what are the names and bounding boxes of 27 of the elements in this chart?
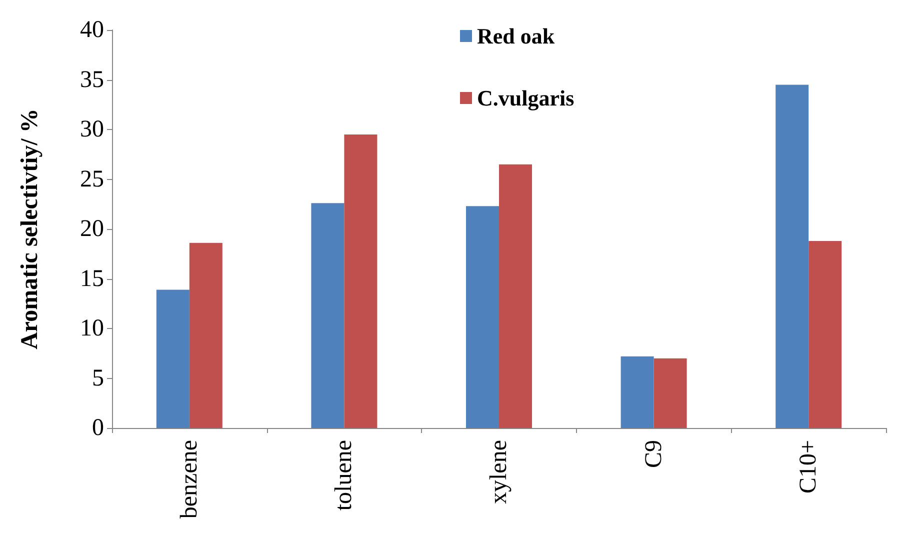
bar <box>156 290 190 428</box>
bar <box>808 240 842 428</box>
bar <box>311 203 344 428</box>
y-tick-label: 0 <box>92 415 104 441</box>
y-tick-label: 30 <box>80 116 104 142</box>
bar <box>466 206 499 428</box>
bar <box>654 358 687 428</box>
x-tick-label: C9 <box>640 440 667 468</box>
legend-label: C.vulgaris <box>477 86 575 110</box>
y-tick-label: 25 <box>80 166 104 192</box>
y-tick-label: 15 <box>80 266 104 292</box>
y-tick-label: 35 <box>80 66 104 93</box>
x-tick-label: C10+ <box>796 440 822 494</box>
x-tick-label: toluene <box>331 440 358 511</box>
y-tick-label: 10 <box>80 316 104 342</box>
x-tick-label: xylene <box>486 440 512 504</box>
x-tick-label: benzene <box>176 440 202 519</box>
bar <box>776 84 809 428</box>
y-axis-title: Aromatic selectivtiy/ % <box>17 108 43 350</box>
y-tick-label: 40 <box>80 17 104 43</box>
y-tick-label: 5 <box>92 365 104 392</box>
bar <box>620 356 654 428</box>
bar <box>344 134 378 428</box>
bar <box>189 242 222 428</box>
bar <box>499 164 532 428</box>
y-tick-label: 20 <box>80 216 104 242</box>
legend-label: Red oak <box>477 24 556 48</box>
